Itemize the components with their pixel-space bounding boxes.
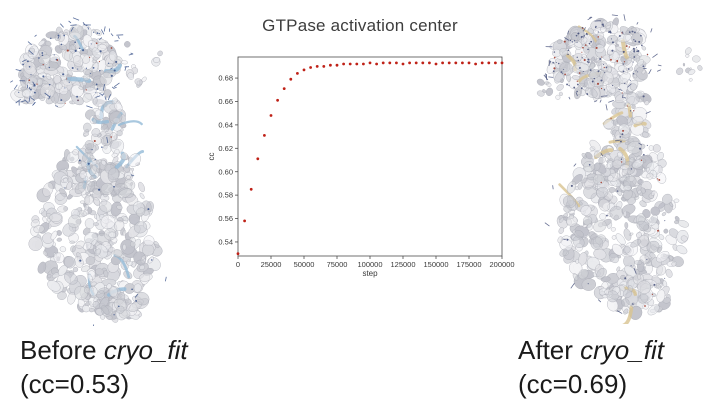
svg-text:0.68: 0.68 xyxy=(218,74,233,83)
svg-text:0: 0 xyxy=(236,260,240,269)
svg-text:125000: 125000 xyxy=(390,260,415,269)
svg-text:200000: 200000 xyxy=(489,260,514,269)
caption-before-line1: Before cryo_fit xyxy=(20,333,188,367)
svg-text:0.62: 0.62 xyxy=(218,144,233,153)
caption-before-term: cryo_fit xyxy=(103,335,188,365)
chart-canvas: 0 25000 50000 75000 100000 125000 150000 175000… xyxy=(207,56,515,278)
svg-text:0.58: 0.58 xyxy=(218,191,233,200)
svg-text:0.66: 0.66 xyxy=(218,97,233,106)
caption-after-cc: (cc=0.69) xyxy=(518,369,628,399)
svg-text:175000: 175000 xyxy=(456,260,481,269)
svg-text:25000: 25000 xyxy=(261,260,282,269)
svg-text:step: step xyxy=(362,269,378,278)
svg-text:0.56: 0.56 xyxy=(218,214,233,223)
scatter-plot: GTPase activation center 0 25000 50000 7500… xyxy=(205,10,515,300)
molecule-after-image xyxy=(536,14,703,324)
caption-after-term: cryo_fit xyxy=(580,335,664,365)
svg-text:cc: cc xyxy=(207,153,216,161)
molecule-before-image xyxy=(10,17,167,326)
chart-title: GTPase activation center xyxy=(262,16,458,35)
caption-before-cc: (cc=0.53) xyxy=(20,369,130,399)
caption-before: Before cryo_fit (cc=0.53) xyxy=(20,333,188,401)
caption-before-prefix: Before xyxy=(20,335,104,365)
caption-after-line1: After cryo_fit xyxy=(518,333,664,367)
svg-text:150000: 150000 xyxy=(423,260,448,269)
caption-after-prefix: After xyxy=(518,335,581,365)
svg-text:0.54: 0.54 xyxy=(218,238,233,247)
svg-text:100000: 100000 xyxy=(357,260,382,269)
caption-after: After cryo_fit (cc=0.69) xyxy=(518,333,664,401)
svg-text:0.60: 0.60 xyxy=(218,167,233,176)
svg-text:50000: 50000 xyxy=(294,260,315,269)
svg-text:75000: 75000 xyxy=(327,260,348,269)
svg-text:0.64: 0.64 xyxy=(218,120,233,129)
